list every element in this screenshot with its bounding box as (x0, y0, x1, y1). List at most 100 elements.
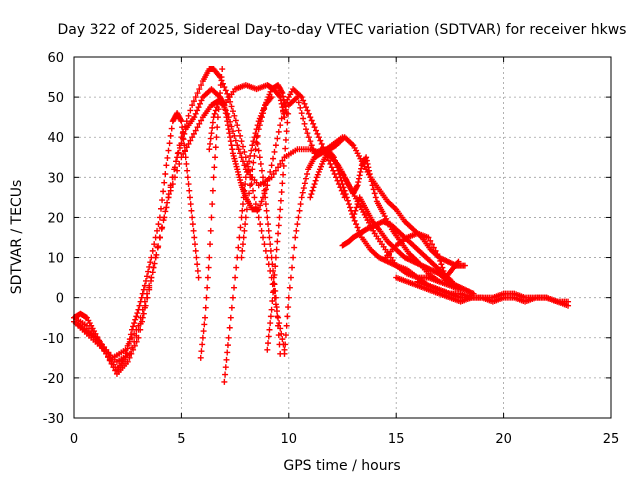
data-point (152, 254, 159, 261)
data-point (128, 334, 135, 341)
data-point (330, 167, 337, 174)
data-point (212, 154, 219, 161)
data-point (162, 208, 169, 215)
data-point (228, 103, 235, 110)
data-point (265, 333, 272, 340)
data-point (285, 110, 292, 117)
data-point (343, 194, 350, 201)
data-point (282, 103, 289, 110)
series-arc-5 (197, 66, 226, 361)
data-point (256, 154, 263, 161)
data-point (183, 160, 190, 167)
data-point (136, 302, 143, 309)
data-point (192, 94, 199, 101)
data-point (264, 346, 271, 353)
data-point (122, 346, 129, 353)
data-point (266, 326, 273, 333)
data-point (194, 261, 201, 268)
data-point (199, 334, 206, 341)
data-point (240, 234, 247, 241)
data-point (242, 174, 249, 181)
data-point (190, 98, 197, 105)
data-point (232, 117, 239, 124)
data-point (251, 194, 258, 201)
data-point (140, 286, 147, 293)
data-point (252, 146, 259, 153)
data-point (229, 108, 236, 115)
data-point (151, 241, 158, 248)
data-point (180, 150, 187, 157)
data-point (368, 178, 375, 185)
x-tick-label: 15 (388, 432, 405, 447)
data-point (128, 344, 135, 351)
data-point (254, 140, 261, 147)
data-point (169, 174, 176, 181)
data-point (160, 188, 167, 195)
series-arc-1 (71, 110, 202, 373)
data-point (144, 290, 151, 297)
data-point (130, 323, 137, 330)
data-point (363, 154, 370, 161)
data-point (178, 140, 185, 147)
data-point (110, 364, 117, 371)
series-arc-10 (264, 94, 464, 353)
data-point (171, 164, 178, 171)
data-point (251, 152, 258, 159)
data-point (185, 140, 192, 147)
data-point (356, 172, 363, 179)
data-point (275, 230, 282, 237)
data-point (264, 182, 271, 189)
data-point (184, 167, 191, 174)
data-point (166, 140, 173, 147)
data-point (149, 247, 156, 254)
data-point (282, 106, 289, 113)
data-point (284, 313, 291, 320)
data-point (277, 160, 284, 167)
data-point (222, 87, 229, 94)
data-point (297, 201, 304, 208)
data-point (213, 134, 220, 141)
data-point (192, 247, 199, 254)
data-point (201, 321, 208, 328)
data-point (265, 221, 272, 228)
data-point (274, 135, 281, 142)
data-point (258, 114, 265, 121)
data-point (169, 181, 176, 188)
axis-ticks: 0 5 10 15 20 25 -30 -20 -10 0 10 20 30 40 50 60 (43, 51, 620, 447)
data-point (313, 127, 320, 134)
data-point (189, 102, 196, 109)
data-point (276, 341, 283, 348)
data-point (126, 338, 133, 345)
data-point (289, 264, 296, 271)
x-tick-label: 25 (603, 432, 620, 447)
data-point (283, 128, 290, 135)
data-point (243, 206, 250, 213)
data-point (295, 99, 302, 106)
data-point (270, 267, 277, 274)
data-point (310, 184, 317, 191)
chart-title: Day 322 of 2025, Sidereal Day-to-day VTE… (58, 22, 627, 38)
data-point (565, 302, 572, 309)
data-point (295, 214, 302, 221)
data-point (226, 130, 233, 137)
data-point (165, 194, 172, 201)
data-point (461, 262, 468, 269)
data-point (437, 257, 444, 264)
data-point (227, 134, 234, 141)
data-point (325, 157, 332, 164)
data-point (363, 157, 370, 164)
data-point (186, 187, 193, 194)
data-point (211, 164, 218, 171)
data-point (260, 181, 267, 188)
data-point (199, 341, 206, 348)
data-point (260, 110, 267, 117)
data-point (206, 146, 213, 153)
data-point (279, 336, 286, 343)
data-point (371, 190, 378, 197)
data-point (192, 241, 199, 248)
data-point (308, 191, 315, 198)
data-point (340, 184, 347, 191)
data-point (148, 274, 155, 281)
data-point (353, 221, 360, 228)
data-point (141, 298, 148, 305)
